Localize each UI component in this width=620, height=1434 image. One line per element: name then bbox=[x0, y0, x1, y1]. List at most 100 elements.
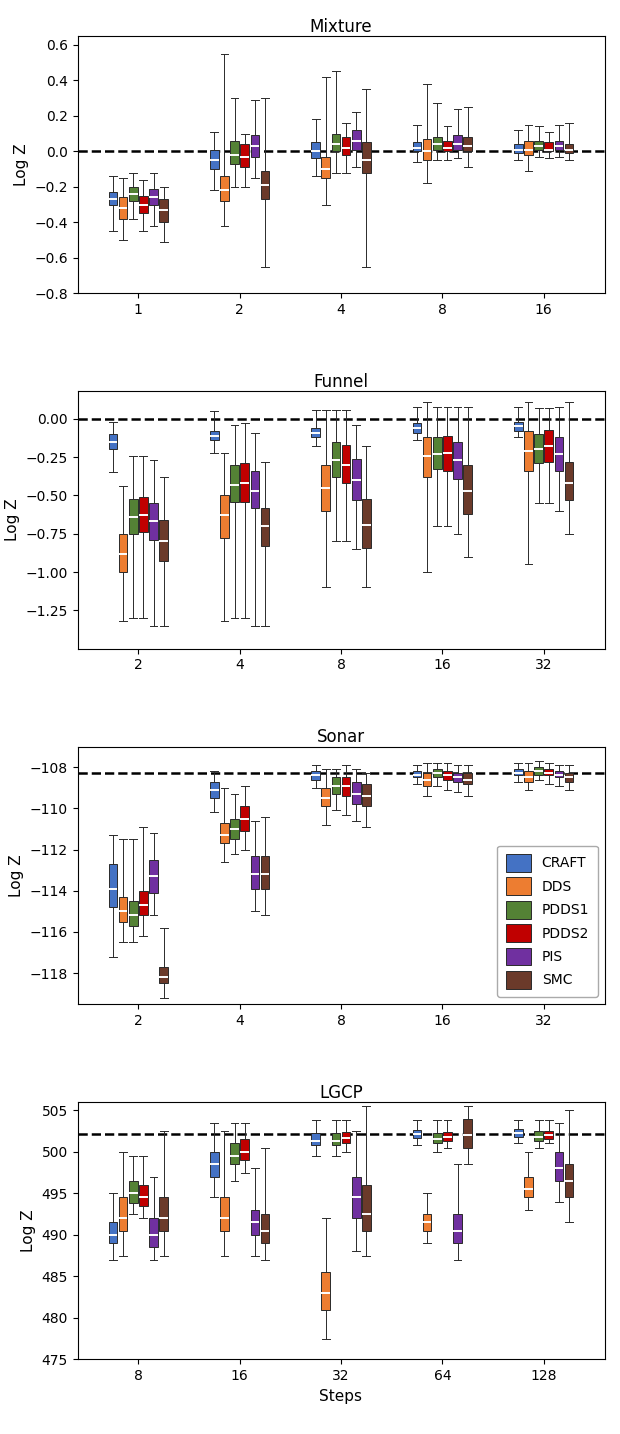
Bar bbox=[544, 769, 553, 776]
Bar bbox=[534, 767, 543, 776]
Bar bbox=[524, 432, 533, 470]
Bar bbox=[565, 462, 574, 500]
Bar bbox=[423, 437, 432, 478]
Bar bbox=[210, 782, 219, 799]
Bar bbox=[149, 503, 158, 539]
Bar bbox=[260, 171, 269, 199]
Bar bbox=[332, 442, 340, 478]
Bar bbox=[342, 138, 350, 155]
Bar bbox=[241, 145, 249, 168]
Bar bbox=[159, 199, 168, 222]
Bar bbox=[362, 1184, 371, 1230]
Bar bbox=[554, 771, 563, 777]
Bar bbox=[362, 142, 371, 172]
Bar bbox=[108, 1222, 117, 1243]
Bar bbox=[332, 133, 340, 151]
Bar bbox=[159, 967, 168, 984]
Bar bbox=[311, 1133, 320, 1146]
Bar bbox=[443, 771, 452, 780]
Bar bbox=[210, 149, 219, 169]
Bar bbox=[220, 823, 229, 843]
Bar bbox=[108, 192, 117, 205]
Bar bbox=[413, 423, 422, 433]
Bar bbox=[514, 422, 523, 432]
Title: Sonar: Sonar bbox=[317, 728, 365, 747]
Bar bbox=[332, 777, 340, 794]
Bar bbox=[423, 773, 432, 786]
X-axis label: Steps: Steps bbox=[319, 1388, 363, 1404]
Title: LGCP: LGCP bbox=[319, 1084, 363, 1101]
Bar bbox=[260, 856, 269, 889]
Bar bbox=[352, 130, 360, 149]
Bar bbox=[463, 773, 472, 783]
Bar bbox=[413, 1130, 422, 1137]
Bar bbox=[342, 445, 350, 483]
Bar bbox=[149, 1219, 158, 1248]
Bar bbox=[241, 806, 249, 832]
Bar bbox=[129, 1180, 138, 1203]
Bar bbox=[230, 1143, 239, 1164]
Bar bbox=[423, 1215, 432, 1230]
Bar bbox=[534, 1131, 543, 1141]
Bar bbox=[159, 1197, 168, 1230]
Bar bbox=[149, 860, 158, 893]
Bar bbox=[524, 1177, 533, 1197]
Bar bbox=[565, 145, 574, 153]
Bar bbox=[230, 819, 239, 839]
Bar bbox=[119, 896, 128, 922]
Bar bbox=[322, 1272, 330, 1309]
Y-axis label: Log Z: Log Z bbox=[9, 855, 24, 896]
Bar bbox=[453, 773, 462, 782]
Bar bbox=[250, 856, 259, 889]
Bar bbox=[139, 891, 148, 915]
Bar bbox=[524, 771, 533, 782]
Bar bbox=[453, 1215, 462, 1243]
Bar bbox=[250, 470, 259, 508]
Bar bbox=[534, 141, 543, 149]
Legend: CRAFT, DDS, PDDS1, PDDS2, PIS, SMC: CRAFT, DDS, PDDS1, PDDS2, PIS, SMC bbox=[497, 846, 598, 997]
Bar bbox=[342, 1131, 350, 1143]
Bar bbox=[514, 145, 523, 153]
Bar bbox=[433, 769, 441, 777]
Bar bbox=[322, 156, 330, 178]
Bar bbox=[220, 1197, 229, 1230]
Bar bbox=[413, 142, 422, 151]
Bar bbox=[139, 1184, 148, 1206]
Bar bbox=[250, 1210, 259, 1235]
Bar bbox=[443, 1131, 452, 1141]
Bar bbox=[139, 195, 148, 214]
Bar bbox=[220, 176, 229, 201]
Bar bbox=[119, 533, 128, 572]
Bar bbox=[311, 142, 320, 158]
Bar bbox=[463, 138, 472, 151]
Bar bbox=[322, 787, 330, 806]
Bar bbox=[352, 459, 360, 500]
Title: Funnel: Funnel bbox=[314, 373, 368, 391]
Bar bbox=[108, 865, 117, 908]
Bar bbox=[342, 777, 350, 796]
Bar bbox=[332, 1133, 340, 1146]
Bar bbox=[119, 1197, 128, 1230]
Bar bbox=[544, 142, 553, 151]
Bar bbox=[108, 435, 117, 449]
Title: Mixture: Mixture bbox=[309, 17, 373, 36]
Bar bbox=[241, 1139, 249, 1160]
Bar bbox=[554, 141, 563, 149]
Bar bbox=[362, 783, 371, 806]
Bar bbox=[453, 135, 462, 149]
Bar bbox=[413, 771, 422, 777]
Bar bbox=[433, 437, 441, 469]
Bar bbox=[311, 771, 320, 780]
Bar bbox=[149, 189, 158, 205]
Bar bbox=[311, 427, 320, 437]
Y-axis label: Log Z: Log Z bbox=[21, 1209, 36, 1252]
Bar bbox=[210, 432, 219, 440]
Bar bbox=[159, 521, 168, 561]
Bar bbox=[565, 773, 574, 782]
Bar bbox=[241, 463, 249, 502]
Bar bbox=[230, 141, 239, 163]
Bar bbox=[565, 1164, 574, 1197]
Bar bbox=[544, 430, 553, 462]
Bar bbox=[322, 465, 330, 511]
Bar bbox=[129, 901, 138, 926]
